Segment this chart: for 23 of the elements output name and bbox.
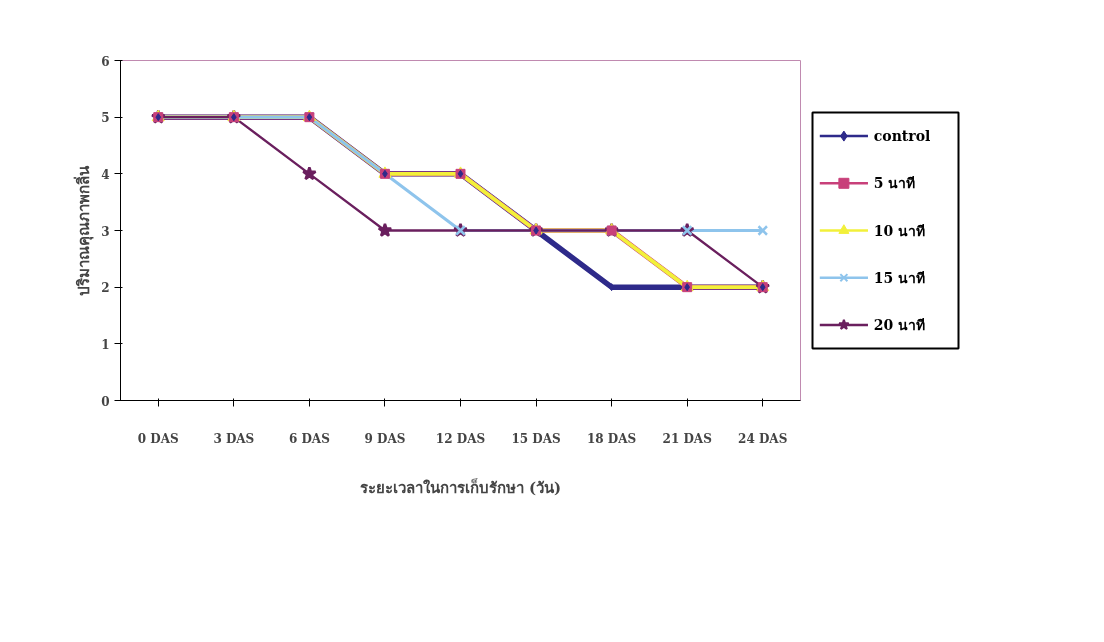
y-tick-label: 5 (101, 111, 110, 126)
x-tick-label: 3 DAS (213, 431, 255, 446)
y-tick-label: 6 (101, 54, 110, 69)
y-axis-title: ปริมาณคุณภาพกลิ่น (73, 164, 95, 296)
x-tick-label: 15 DAS (511, 431, 561, 446)
legend-label: 20 นาที (873, 316, 926, 333)
y-tick-label: 3 (101, 224, 110, 239)
x-tick-label: 21 DAS (662, 431, 712, 446)
y-tick-label: 0 (101, 394, 110, 409)
x-tick-label: 24 DAS (738, 431, 788, 446)
y-tick-label: 1 (101, 337, 110, 352)
y-tick-label: 2 (101, 281, 110, 296)
y-tick-label: 4 (101, 167, 110, 182)
x-tick-label: 12 DAS (435, 431, 486, 446)
legend-label: 10 นาที (873, 222, 926, 239)
x-tick-label: 9 DAS (364, 431, 406, 446)
x-tick-label: 0 DAS (137, 431, 179, 446)
legend-label: 5 นาที (873, 175, 916, 192)
legend-label: control (873, 128, 931, 145)
x-tick-label: 6 DAS (288, 431, 330, 446)
x-axis-title: ระยะเวลาในการเก็บรักษา (วัน) (359, 477, 562, 497)
legend-label: 15 นาที (873, 269, 926, 286)
x-tick-label: 18 DAS (586, 431, 637, 446)
